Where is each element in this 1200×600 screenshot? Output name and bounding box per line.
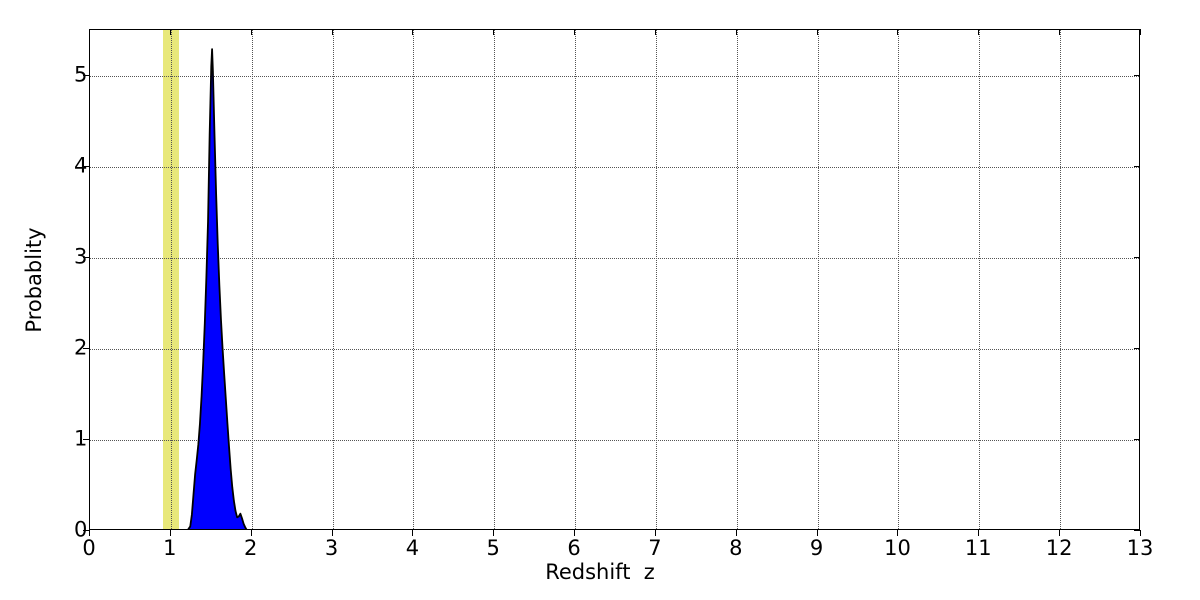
x-axis-tick xyxy=(574,530,576,536)
y-axis-tick xyxy=(83,165,89,167)
y-axis-tick xyxy=(83,256,89,258)
y-axis-tick-right xyxy=(1134,165,1140,167)
y-axis-tick xyxy=(83,74,89,76)
gridline-vertical xyxy=(655,30,657,529)
x-axis-tick xyxy=(250,530,252,536)
x-axis-tick-label: 11 xyxy=(964,536,992,560)
gridline-vertical xyxy=(413,30,415,529)
y-axis-tick-right xyxy=(1134,347,1140,349)
x-axis-tick-top xyxy=(1059,29,1061,35)
x-axis-tick-label: 1 xyxy=(163,536,177,560)
y-axis-tick-label: 1 xyxy=(74,426,88,451)
y-axis-label: Probablity xyxy=(22,227,46,333)
gridline-horizontal xyxy=(90,257,1139,259)
x-axis-tick-label: 8 xyxy=(729,536,743,560)
x-axis-tick-top xyxy=(574,29,576,35)
redshift-probability-curve xyxy=(187,48,248,529)
y-axis-tick-label: 0 xyxy=(74,517,88,542)
gridline-vertical xyxy=(575,30,577,529)
x-axis-tick-top xyxy=(331,29,333,35)
x-axis-tick-top xyxy=(169,29,171,35)
x-axis-tick-label: 10 xyxy=(884,536,911,560)
x-axis-tick xyxy=(331,530,333,536)
x-axis-tick-top xyxy=(493,29,495,35)
x-axis-tick xyxy=(1059,530,1061,536)
x-axis-tick-top xyxy=(1140,29,1141,35)
y-axis-tick-label: 5 xyxy=(74,62,88,87)
grid-layer xyxy=(90,30,1139,529)
x-axis-tick xyxy=(897,530,899,536)
x-axis-tick xyxy=(169,530,171,536)
annotation-layer xyxy=(90,30,1139,529)
y-axis-tick xyxy=(83,530,89,531)
y-axis-tick-label: 3 xyxy=(74,244,88,269)
x-axis-tick xyxy=(978,530,980,536)
x-axis-tick-top xyxy=(412,29,414,35)
x-axis-tick-label: 13 xyxy=(1126,536,1154,560)
gridline-vertical xyxy=(251,30,253,529)
y-axis-tick xyxy=(83,438,89,440)
gridline-vertical xyxy=(332,30,334,529)
x-axis-tick-top xyxy=(735,29,737,35)
x-axis-tick xyxy=(1140,530,1141,536)
gridline-vertical xyxy=(494,30,496,529)
y-axis-tick-label: 4 xyxy=(74,153,88,178)
x-axis-tick xyxy=(89,530,90,536)
x-axis-tick-top xyxy=(250,29,252,35)
x-axis-tick-top xyxy=(654,29,656,35)
curve-path xyxy=(187,48,248,529)
gridline-vertical xyxy=(817,30,819,529)
y-axis-tick-right xyxy=(1134,530,1140,531)
gridline-vertical xyxy=(1060,30,1062,529)
x-axis-tick-top xyxy=(897,29,899,35)
x-axis-tick-label: 12 xyxy=(1045,536,1073,560)
x-axis-tick-label: 0 xyxy=(82,536,96,560)
x-axis-tick xyxy=(816,530,818,536)
y-axis-tick-label: 2 xyxy=(74,335,88,360)
x-axis-label: Redshift z xyxy=(545,560,655,584)
gridline-horizontal xyxy=(90,75,1139,77)
x-axis-tick-label: 4 xyxy=(405,536,420,560)
x-axis-tick xyxy=(654,530,656,536)
gridline-vertical xyxy=(979,30,981,529)
x-axis-tick-label: 2 xyxy=(244,536,258,560)
gridline-horizontal xyxy=(90,439,1139,441)
x-axis-tick-label: 3 xyxy=(324,536,339,560)
gridline-horizontal xyxy=(90,348,1139,350)
x-axis-tick-label: 5 xyxy=(486,536,500,560)
x-axis-tick-top xyxy=(89,29,90,35)
x-axis-tick xyxy=(493,530,495,536)
spectroscopic-redshift-marker xyxy=(163,30,179,529)
gridline-vertical xyxy=(898,30,900,529)
gridline-vertical xyxy=(736,30,738,529)
gridline-horizontal xyxy=(90,166,1139,168)
x-axis-tick-label: 9 xyxy=(809,536,824,560)
x-axis-tick-label: 7 xyxy=(648,536,662,560)
x-axis-tick-top xyxy=(978,29,980,35)
y-axis-tick-right xyxy=(1134,438,1140,440)
x-axis-tick-top xyxy=(816,29,818,35)
y-axis-tick-right xyxy=(1134,74,1140,76)
plot-area xyxy=(89,29,1140,530)
data-layer xyxy=(90,30,1139,529)
y-axis-tick-right xyxy=(1134,256,1140,258)
y-axis-tick xyxy=(83,347,89,349)
gridline-vertical xyxy=(170,30,172,529)
x-axis-tick-label: 6 xyxy=(567,536,581,560)
x-axis-tick xyxy=(412,530,414,536)
x-axis-tick xyxy=(735,530,737,536)
